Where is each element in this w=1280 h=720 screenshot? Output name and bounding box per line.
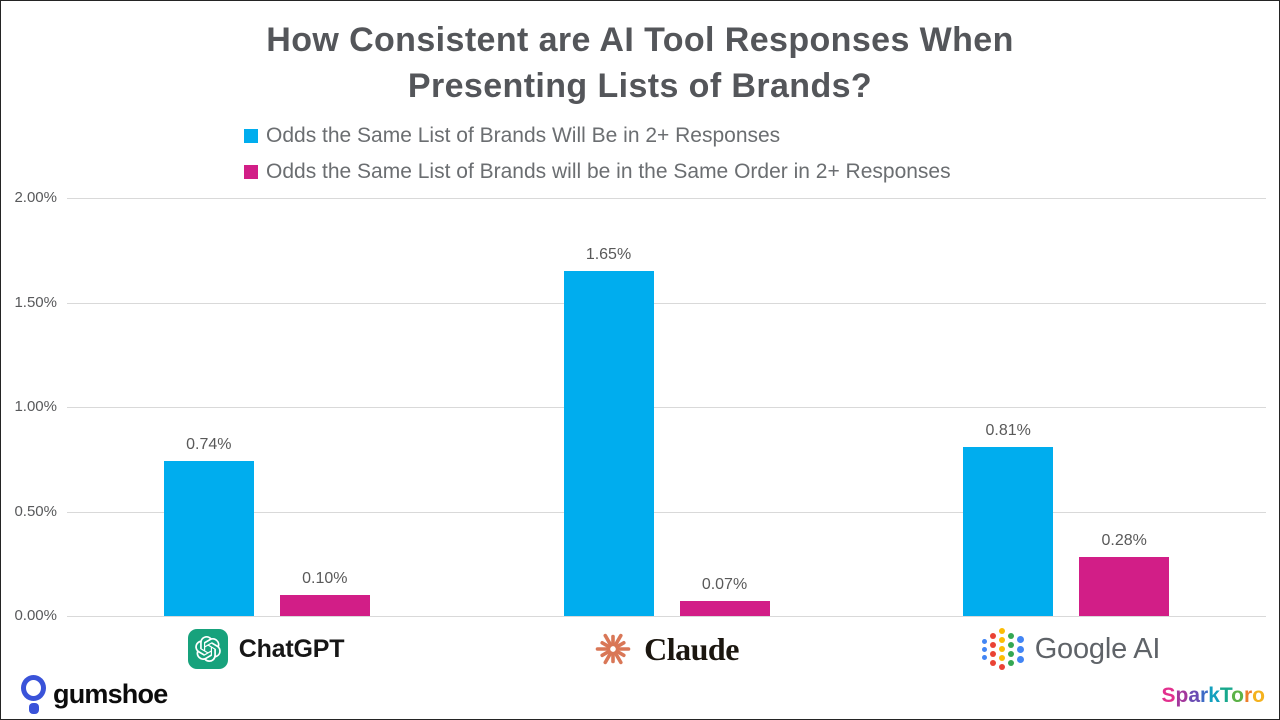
bar-value-label: 0.10% (302, 570, 348, 588)
sparktoro-letter: r (1243, 684, 1253, 707)
brand-google-ai: Google AI (941, 622, 1201, 676)
brand-label-google-ai: Google AI (1034, 632, 1161, 665)
openai-knot-icon (187, 629, 228, 669)
plot-area: 0.74% 0.10% 1.65% 0.07% 0.81% 0.28% (67, 198, 1266, 617)
y-tick-label: 1.00% (14, 398, 57, 415)
brand-label-claude: Claude (644, 630, 739, 667)
gridline (67, 407, 1266, 408)
legend-item-series1: Odds the Same List of Brands Will Be in … (244, 124, 951, 148)
bar-chatgpt-series1 (163, 461, 254, 616)
claude-starburst-icon (593, 629, 633, 669)
brand-claude: Claude (536, 622, 796, 676)
legend-label-series2: Odds the Same List of Brands will be in … (266, 160, 951, 183)
legend-item-series2: Odds the Same List of Brands will be in … (244, 160, 951, 184)
bar-value-label: 1.65% (585, 246, 632, 264)
footprint-icon (21, 675, 46, 714)
sparktoro-letter: o (1231, 684, 1244, 707)
sparktoro-letter: S (1161, 684, 1176, 707)
bar-claude-series2 (679, 601, 770, 616)
brand-label-chatgpt: ChatGPT (238, 634, 345, 663)
y-tick-label: 0.50% (14, 502, 57, 520)
google-dots-icon (981, 628, 1024, 670)
bar-google-ai-series1 (963, 446, 1054, 616)
legend-swatch-blue (244, 129, 258, 143)
legend: Odds the Same List of Brands Will Be in … (244, 124, 951, 184)
bar-value-label: 0.28% (1101, 532, 1147, 550)
legend-swatch-magenta (244, 165, 258, 179)
gridline (67, 302, 1266, 304)
sparktoro-letter: r (1200, 684, 1209, 707)
legend-label-series1: Odds the Same List of Brands Will Be in … (266, 124, 781, 147)
sparktoro-logo: SparkToro (1161, 684, 1265, 708)
x-axis-brand-labels: ChatGPT (1, 622, 1279, 678)
bar-value-label: 0.07% (701, 576, 748, 594)
chart-title-line1: How Consistent are AI Tool Responses Whe… (266, 21, 1014, 59)
y-axis: 2.00% 1.50% 1.00% 0.50% 0.00% (1, 189, 57, 624)
sparktoro-letter: o (1252, 684, 1265, 707)
chart-title: How Consistent are AI Tool Responses Whe… (1, 17, 1279, 109)
bar-chatgpt-series2 (279, 595, 370, 616)
brand-chatgpt: ChatGPT (136, 622, 396, 676)
gumshoe-logo-text: gumshoe (53, 679, 168, 709)
chart-title-line2: Presenting Lists of Brands? (407, 67, 873, 105)
gridline (67, 616, 1266, 617)
y-tick-label: 0.00% (14, 607, 57, 624)
y-tick-label: 1.50% (14, 293, 57, 311)
y-tick-label: 2.00% (14, 189, 57, 206)
bar-value-label: 0.74% (186, 436, 232, 454)
sparktoro-letter: T (1219, 684, 1232, 707)
bar-claude-series1 (563, 271, 654, 616)
bar-google-ai-series2 (1079, 557, 1170, 616)
bar-value-label: 0.81% (985, 421, 1031, 439)
gridline (67, 511, 1266, 513)
sparktoro-letter: p (1175, 684, 1189, 707)
sparktoro-letter: k (1208, 684, 1220, 707)
gumshoe-logo: gumshoe (21, 675, 168, 714)
sparktoro-letter: a (1188, 684, 1200, 707)
gridline (67, 198, 1266, 199)
